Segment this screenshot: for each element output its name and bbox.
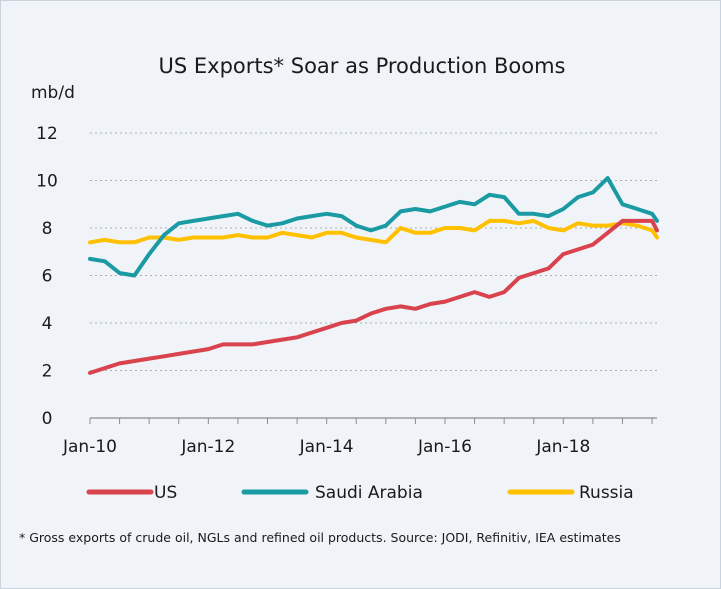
line-chart: US Exports* Soar as Production Booms mb/… <box>31 54 659 503</box>
x-tick-label: Jan-14 <box>299 437 354 457</box>
y-tick-label: 0 <box>42 409 53 429</box>
y-tick-label: 8 <box>42 219 53 239</box>
footnote: * Gross exports of crude oil, NGLs and r… <box>19 530 621 545</box>
legend-label-russia: Russia <box>579 483 634 503</box>
chart-title: US Exports* Soar as Production Booms <box>159 54 566 78</box>
y-tick-label: 12 <box>36 124 58 144</box>
x-axis: Jan-10 Jan-12 Jan-14 Jan-16 Jan-18 <box>62 417 657 457</box>
series-line-russia <box>88 218 659 245</box>
legend-label-us: US <box>154 483 177 503</box>
x-tick-label: Jan-10 <box>62 437 117 457</box>
y-tick-label: 2 <box>42 362 53 382</box>
legend-label-saudi-arabia: Saudi Arabia <box>315 483 423 503</box>
y-tick-label: 10 <box>36 172 58 192</box>
y-axis-label: mb/d <box>31 83 75 103</box>
series-line-us <box>88 218 659 375</box>
legend: US Saudi Arabia Russia <box>86 483 634 503</box>
y-tick-label: 6 <box>42 267 53 287</box>
y-tick-label: 4 <box>42 314 53 334</box>
x-tick-label: Jan-16 <box>417 437 472 457</box>
x-tick-label: Jan-12 <box>180 437 235 457</box>
series-lines <box>88 176 659 375</box>
y-tick-labels: 0 2 4 6 8 10 12 <box>36 124 58 429</box>
series-line-saudi-arabia <box>88 176 659 278</box>
x-tick-label: Jan-18 <box>535 437 590 457</box>
